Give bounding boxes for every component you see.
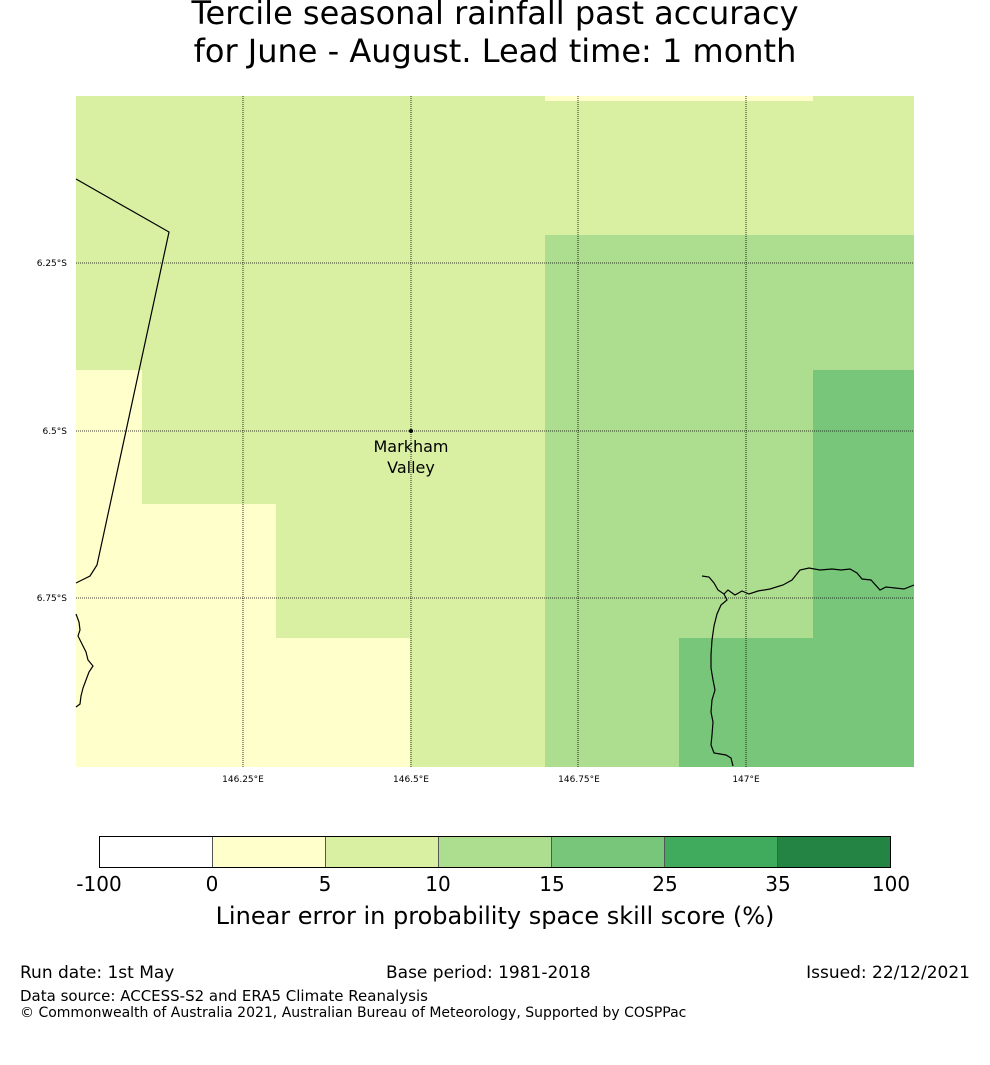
lon-tick-label: 147°E <box>732 775 760 785</box>
colorbar-segment <box>213 837 326 867</box>
title-line-2: for June - August. Lead time: 1 month <box>193 32 797 70</box>
data-source: Data source: ACCESS-S2 and ERA5 Climate … <box>20 987 428 1005</box>
lon-tick-label: 146.5°E <box>393 775 429 785</box>
colorbar-tick: 100 <box>871 872 911 896</box>
location-marker-icon <box>409 429 413 433</box>
colorbar-tick: 15 <box>539 872 565 896</box>
issued-date: Issued: 22/12/2021 <box>806 963 970 983</box>
base-period: Base period: 1981-2018 <box>386 963 591 983</box>
colorbar-segment <box>326 837 439 867</box>
colorbar-tick: 10 <box>425 872 451 896</box>
colorbar-segment <box>665 837 778 867</box>
colorbar-tick: -100 <box>76 872 122 896</box>
colorbar-segment <box>100 837 213 867</box>
copyright: © Commonwealth of Australia 2021, Austra… <box>20 1005 687 1021</box>
place-label-line-2: Valley <box>387 458 435 477</box>
colorbar <box>99 836 891 868</box>
colorbar-segment <box>778 837 890 867</box>
colorbar-segment <box>552 837 665 867</box>
map-area: Markham Valley <box>75 96 915 767</box>
lon-tick-label: 146.25°E <box>222 775 264 785</box>
chart-title: Tercile seasonal rainfall past accuracy … <box>0 0 990 70</box>
coastline-west <box>75 613 94 708</box>
skill-map: Markham Valley 146.25°E 146.5°E 146.75°E… <box>37 96 915 785</box>
colorbar-tick: 35 <box>765 872 791 896</box>
run-date: Run date: 1st May <box>20 963 175 983</box>
colorbar-tick: 0 <box>205 872 219 896</box>
colorbar-tick: 5 <box>318 872 332 896</box>
colorbar-label: Linear error in probability space skill … <box>215 902 775 930</box>
lat-tick-label: 6.75°S <box>37 594 68 604</box>
lat-tick-label: 6.5°S <box>42 427 67 437</box>
colorbar-tick: 25 <box>652 872 678 896</box>
coastline-north <box>723 567 915 596</box>
border-line <box>75 178 170 584</box>
place-label-line-1: Markham <box>374 437 449 456</box>
coastline-east <box>701 575 734 767</box>
lat-tick-label: 6.25°S <box>37 259 68 269</box>
cell-0-5 <box>545 96 813 101</box>
colorbar-segment <box>439 837 552 867</box>
cell-15-25 <box>679 638 914 767</box>
lon-tick-label: 146.75°E <box>558 775 600 785</box>
title-line-1: Tercile seasonal rainfall past accuracy <box>191 0 799 32</box>
